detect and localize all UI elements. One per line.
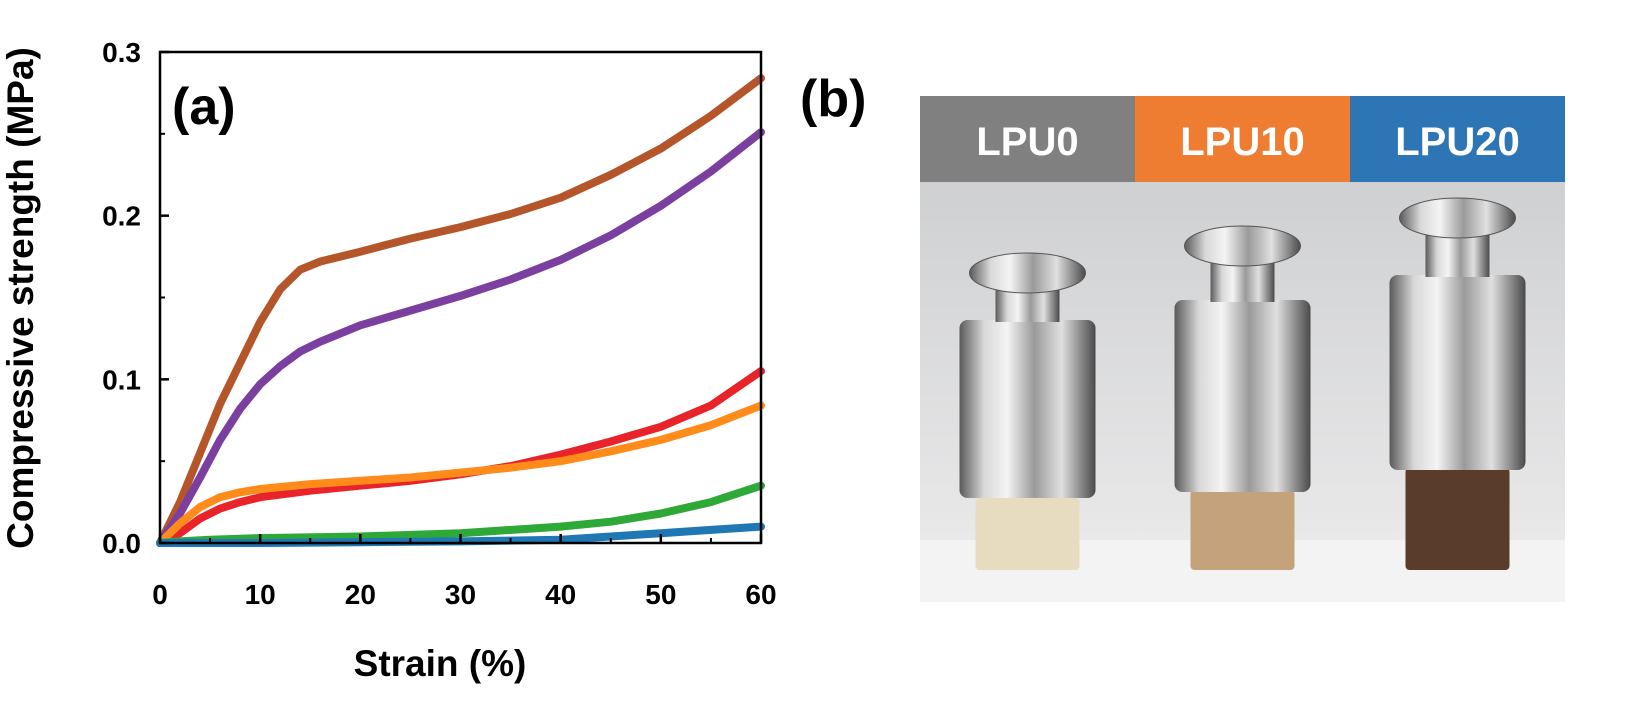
weight-knob (1184, 225, 1301, 267)
series-line-orange (156, 401, 765, 547)
weight-body (1389, 275, 1526, 470)
chart: 0 10 20 30 40 50 60 0.0 0.1 0.2 0.3 Strain (%) Com… (0, 37, 777, 684)
x-tick-label: 10 (245, 579, 276, 610)
y-tick-label: 0.1 (102, 364, 141, 395)
y-tick-label: 0.3 (102, 37, 141, 68)
sample-header-lpu0 (920, 96, 1135, 182)
tick-layer: 0 10 20 30 40 50 60 0.0 0.1 0.2 0.3 (102, 37, 777, 610)
weight-knob (969, 252, 1086, 294)
foam-sample (975, 498, 1080, 570)
y-tick-label: 0.0 (102, 528, 141, 559)
x-tick-label: 50 (645, 579, 676, 610)
series-line-red (156, 367, 765, 547)
x-axis-label: Strain (%) (354, 643, 527, 684)
x-tick-label: 40 (545, 579, 576, 610)
x-tick-label: 30 (445, 579, 476, 610)
sample-header-lpu10 (1135, 96, 1350, 182)
sample-label: LPU0 (976, 120, 1078, 164)
photo-panel: LPU0 LPU10 LPU20 (920, 96, 1565, 602)
panel-b-label: (b) (800, 70, 866, 128)
y-axis-label: Compressive strength (MPa) (0, 47, 41, 549)
series-line-brown (156, 74, 765, 547)
x-tick-label: 0 (152, 579, 168, 610)
sample-label: LPU20 (1395, 120, 1520, 164)
weight-body (1174, 300, 1311, 492)
foam-sample (1405, 468, 1510, 570)
sample-label: LPU10 (1180, 120, 1305, 164)
sample-header-lpu20 (1350, 96, 1565, 182)
series-layer (156, 74, 765, 547)
series-line-purple (156, 128, 765, 547)
x-tick-label: 20 (345, 579, 376, 610)
foam-sample (1190, 490, 1295, 570)
weight-body (959, 320, 1096, 498)
x-tick-label: 60 (745, 579, 776, 610)
y-tick-label: 0.2 (102, 201, 141, 232)
panel-a-label: (a) (172, 78, 236, 136)
weight-knob (1399, 197, 1516, 239)
